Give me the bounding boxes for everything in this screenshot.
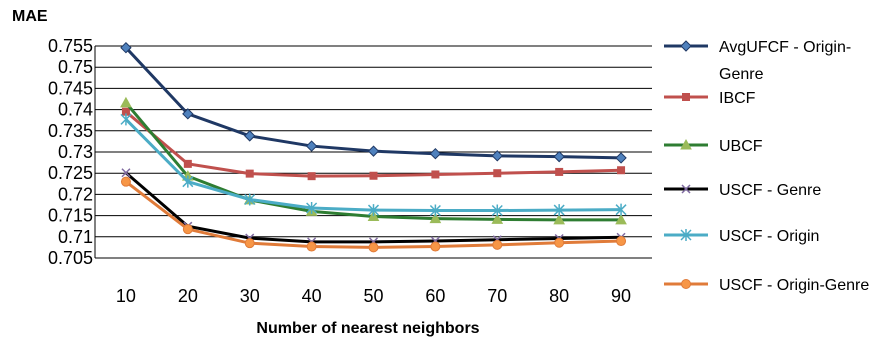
series-group: [120, 41, 627, 253]
x-tick-label: 10: [116, 286, 136, 306]
data-point-marker: [120, 113, 132, 126]
data-point-marker: [367, 204, 380, 217]
y-tick-label: 0.75: [58, 57, 93, 77]
y-tick-label: 0.755: [48, 36, 93, 56]
data-point-marker: [682, 93, 690, 101]
y-axis-title: MAE: [12, 8, 48, 25]
data-point-marker: [182, 108, 194, 120]
x-tick-label: 90: [611, 286, 631, 306]
data-point-marker: [368, 242, 379, 253]
data-point-marker: [182, 224, 193, 235]
y-tick-label: 0.72: [58, 184, 93, 204]
x-tick-label: 50: [363, 286, 383, 306]
data-point-marker: [120, 41, 132, 54]
data-point-marker: [306, 201, 318, 214]
data-point-marker: [615, 203, 627, 216]
x-axis-title: Number of nearest neighbors: [256, 320, 479, 337]
data-point-marker: [120, 176, 131, 187]
series-5: [120, 176, 627, 253]
y-tick-label: 0.71: [58, 227, 93, 247]
data-point-marker: [121, 107, 130, 116]
series-line: [124, 101, 622, 222]
legend-label: USCF - Origin-Genre: [719, 277, 869, 294]
data-point-marker: [305, 140, 318, 152]
data-point-marker: [491, 213, 504, 224]
y-tick-label: 0.725: [48, 163, 93, 183]
data-point-marker: [183, 159, 192, 168]
legend-item: USCF - Origin: [664, 228, 819, 245]
series-0: [120, 41, 627, 164]
series-line: [124, 110, 622, 178]
data-point-marker: [244, 193, 256, 206]
data-point-marker: [680, 138, 692, 150]
x-tick-label: 30: [240, 286, 260, 306]
data-point-marker: [554, 237, 565, 248]
y-tick-label: 0.74: [58, 100, 93, 120]
legend-label: Genre: [719, 66, 764, 83]
data-point-marker: [182, 175, 194, 188]
data-point-marker: [615, 152, 627, 164]
data-point-marker: [617, 166, 626, 175]
x-tick-label: 20: [178, 286, 198, 306]
x-tick-label: 80: [549, 286, 569, 306]
data-point-marker: [681, 184, 691, 194]
data-point-marker: [121, 168, 131, 178]
y-tick-label: 0.715: [48, 206, 93, 226]
x-tick-label: 60: [425, 286, 445, 306]
data-point-marker: [245, 169, 254, 178]
legend-item: AvgUFCF - Origin- Genre: [664, 39, 851, 83]
data-point-marker: [369, 171, 378, 180]
data-point-marker: [491, 150, 503, 162]
data-point-marker: [492, 239, 503, 250]
legend-item: UBCF: [664, 138, 763, 155]
y-tick-label: 0.705: [48, 248, 93, 268]
data-point-marker: [616, 236, 627, 247]
legend-label: AvgUFCF - Origin-: [719, 39, 851, 56]
data-point-marker: [553, 213, 566, 225]
x-tick-label: 40: [302, 286, 322, 306]
data-point-marker: [615, 213, 627, 225]
data-point-marker: [680, 229, 692, 241]
data-point-marker: [553, 150, 565, 163]
legend-item: USCF - Genre: [664, 182, 821, 199]
y-tick-label: 0.735: [48, 121, 93, 141]
legend-item: USCF - Origin-Genre: [664, 277, 869, 294]
legend: AvgUFCF - Origin- Genre IBCF UBCF USCF - Gen…: [664, 39, 869, 294]
legend-label: USCF - Genre: [719, 182, 821, 199]
series-line: [124, 46, 622, 160]
x-axis-ticks: 10 20 30 40 50 60 70 80 90: [116, 286, 631, 306]
legend-item: IBCF: [664, 90, 756, 107]
series-4: [120, 113, 627, 217]
legend-label: IBCF: [719, 90, 756, 107]
data-point-marker: [493, 169, 502, 178]
data-point-marker: [555, 167, 564, 176]
y-axis-ticks: 0.7550.750.7450.740.7350.730.7250.720.71…: [48, 36, 93, 268]
data-point-marker: [430, 241, 441, 252]
data-point-marker: [431, 170, 440, 179]
legend-label: USCF - Origin: [719, 228, 819, 245]
data-point-marker: [491, 204, 503, 217]
data-point-marker: [120, 96, 132, 108]
data-point-marker: [367, 145, 380, 157]
y-tick-label: 0.745: [48, 78, 93, 98]
data-point-marker: [429, 204, 441, 217]
data-point-marker: [681, 279, 691, 289]
data-point-marker: [306, 241, 317, 252]
data-point-marker: [429, 212, 442, 224]
data-point-marker: [680, 40, 692, 52]
legend-label: UBCF: [719, 138, 763, 155]
series-1: [121, 107, 626, 181]
data-point-marker: [429, 147, 442, 160]
y-tick-label: 0.73: [58, 142, 93, 162]
x-tick-label: 70: [487, 286, 507, 306]
data-point-marker: [553, 204, 565, 217]
data-point-marker: [244, 130, 256, 142]
data-point-marker: [307, 172, 316, 181]
data-point-marker: [244, 238, 255, 249]
